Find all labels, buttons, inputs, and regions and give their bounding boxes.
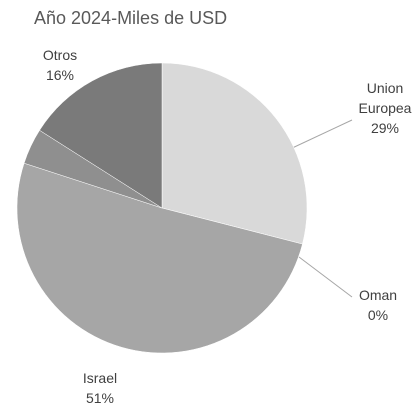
leader-line	[287, 119, 353, 151]
chart-title: Año 2024-Miles de USD	[34, 8, 228, 28]
leader-line	[298, 256, 353, 298]
slice-label: Union Europea 29%	[355, 78, 415, 138]
value-label: 16%	[45, 67, 75, 83]
category-label: Union Europea	[358, 80, 412, 116]
category-label: Oman	[358, 287, 398, 303]
value-label: 29%	[370, 120, 400, 136]
slice-label: Israel 51%	[55, 368, 145, 407]
slice-label: Otros 16%	[15, 45, 105, 85]
slice-label: Oman 0%	[333, 285, 418, 325]
category-label: Israel	[82, 370, 118, 386]
pie-slice	[161, 62, 308, 245]
category-label: Otros	[42, 47, 78, 63]
value-label: 0%	[367, 307, 389, 323]
pie-slice	[39, 62, 163, 209]
value-label: 51%	[85, 390, 115, 406]
pie-slice	[16, 162, 303, 354]
